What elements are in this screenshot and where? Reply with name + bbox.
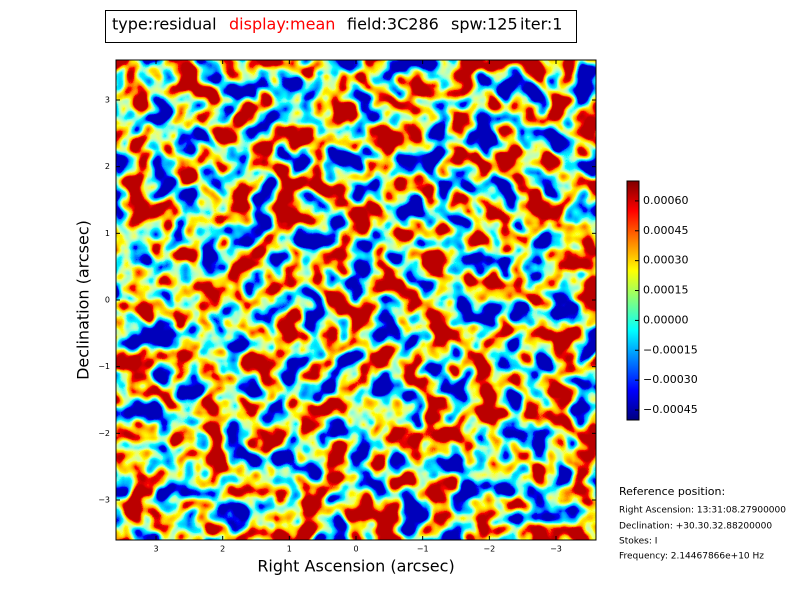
title-part: spw:125	[451, 15, 518, 34]
x-tick-label: −3	[550, 545, 562, 554]
title-part: field:3C286	[347, 15, 439, 34]
y-tick-label: 1	[105, 229, 110, 238]
title-part: iter:1	[520, 15, 562, 34]
reference-text: Frequency: 2.14467866e+10 Hz	[619, 552, 764, 562]
reference-text: Stokes: I	[619, 537, 657, 547]
colorbar-tick-label: −0.00045	[643, 403, 698, 416]
colorbar-tick-label: 0.00015	[643, 284, 689, 297]
reference-text: Reference position:	[619, 485, 725, 498]
colorbar-tick-label: 0.00000	[643, 313, 689, 326]
x-tick-label: 0	[353, 545, 358, 554]
title-box	[105, 10, 577, 43]
y-tick-label: −3	[98, 496, 110, 505]
title-part: display:mean	[229, 15, 335, 34]
y-axis-label: Declination (arcsec)	[74, 220, 93, 380]
colorbar-tick-label: 0.00060	[643, 194, 689, 207]
title-part: type:residual	[112, 15, 217, 34]
reference-text: Right Ascension: 13:31:08.27900000	[619, 506, 786, 516]
heatmap-image	[116, 60, 596, 540]
colorbar-tick-label: 0.00045	[643, 224, 689, 237]
x-tick-label: 1	[287, 545, 292, 554]
y-tick-label: −1	[98, 362, 110, 371]
colorbar-tick-label: 0.00030	[643, 254, 689, 267]
y-tick-label: −2	[98, 429, 110, 438]
y-tick-label: 3	[105, 96, 110, 105]
x-tick-label: −1	[417, 545, 429, 554]
x-tick-label: −2	[483, 545, 495, 554]
reference-text: Declination: +30.30.32.88200000	[619, 522, 772, 532]
x-tick-label: 2	[220, 545, 225, 554]
x-axis-label: Right Ascension (arcsec)	[257, 557, 454, 576]
y-tick-label: 2	[105, 162, 110, 171]
colorbar-tick-label: −0.00015	[643, 343, 698, 356]
colorbar	[626, 180, 640, 421]
colorbar-tick-label: −0.00030	[643, 373, 698, 386]
x-tick-label: 3	[153, 545, 158, 554]
y-tick-label: 0	[105, 296, 110, 305]
